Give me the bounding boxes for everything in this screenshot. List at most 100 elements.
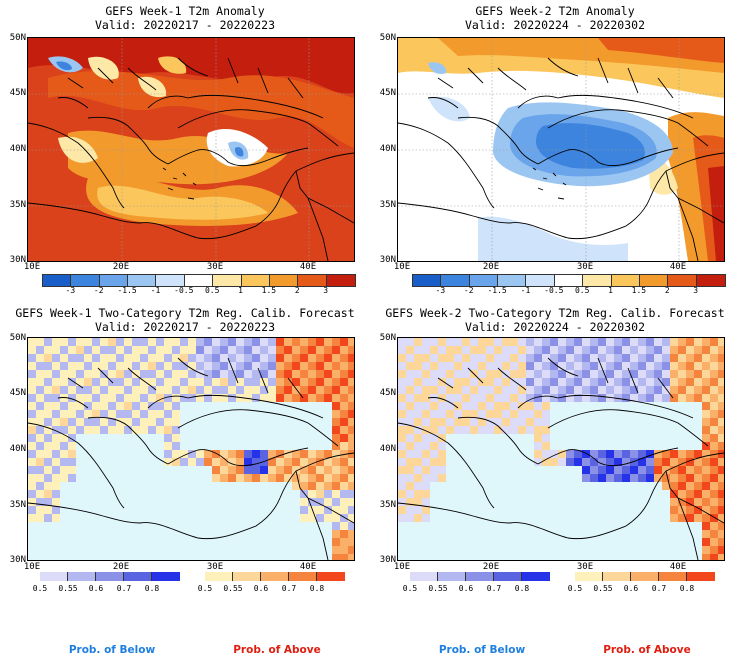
probability-cell (140, 354, 148, 362)
lat-label: 40N (9, 444, 26, 454)
probability-cell (430, 426, 438, 434)
probability-cell (622, 450, 630, 458)
probability-cell (606, 370, 614, 378)
probability-cell (606, 394, 614, 402)
probability-cell (486, 386, 494, 394)
probability-cell (276, 394, 284, 402)
probability-cell (558, 338, 566, 346)
probability-cell (486, 354, 494, 362)
probability-cell (156, 426, 164, 434)
probability-cell (108, 418, 116, 426)
probability-cell (534, 394, 542, 402)
probability-cell (526, 362, 534, 370)
probability-cell (308, 482, 316, 490)
probability-cell (670, 346, 678, 354)
probability-cell (316, 482, 324, 490)
probability-cell (324, 338, 332, 346)
probability-cell (702, 554, 710, 560)
probability-cell (180, 394, 188, 402)
probability-cell (300, 482, 308, 490)
probability-cell (300, 458, 308, 466)
colorbar-cell (441, 275, 470, 286)
probability-cell (172, 426, 180, 434)
probability-cell (36, 514, 44, 522)
probability-cell (260, 386, 268, 394)
probability-cell (196, 386, 204, 394)
probability-cell (662, 458, 670, 466)
probability-cell (164, 418, 172, 426)
probability-cell (478, 354, 486, 362)
probability-cell (284, 466, 292, 474)
probability-cell (300, 394, 308, 402)
anomaly-map (397, 37, 725, 262)
probability-cell (44, 362, 52, 370)
probability-cell (574, 362, 582, 370)
probability-cell (348, 522, 354, 530)
probability-cell (646, 466, 654, 474)
probability-cell (300, 490, 308, 498)
below-colorbar (40, 572, 180, 581)
probability-cell (108, 394, 116, 402)
probability-cell (414, 458, 422, 466)
probability-cell (406, 434, 414, 442)
probability-cell (212, 394, 220, 402)
probability-cell (340, 378, 348, 386)
probability-cell (406, 354, 414, 362)
probability-cell (36, 506, 44, 514)
probability-cell (470, 386, 478, 394)
colorbar-cell (213, 275, 242, 286)
probability-cell (414, 418, 422, 426)
probability-cell (534, 402, 542, 410)
probability-cell (702, 346, 710, 354)
probability-cell (398, 450, 406, 458)
probability-cell (268, 338, 276, 346)
probability-cell (518, 370, 526, 378)
prob-above-label: Prob. of Above (233, 644, 321, 656)
probability-cell (100, 426, 108, 434)
probability-cell (398, 370, 406, 378)
probability-cell (582, 466, 590, 474)
probability-cell (710, 490, 718, 498)
probability-cell (398, 514, 406, 522)
probability-cell (236, 346, 244, 354)
probability-cell (116, 370, 124, 378)
probability-cell (332, 370, 340, 378)
probability-cell (220, 362, 228, 370)
probability-cell (566, 346, 574, 354)
probability-cell (686, 386, 694, 394)
colorbar-tick-label: 0.6 (253, 584, 269, 593)
probability-cell (340, 386, 348, 394)
colorbar-cell (413, 275, 442, 286)
probability-cell (622, 346, 630, 354)
probability-cell (60, 370, 68, 378)
probability-cell (132, 386, 140, 394)
panel-title: GEFS Week-2 Two-Category T2m Reg. Calib.… (385, 306, 725, 320)
probability-cell (76, 354, 84, 362)
probability-cell (430, 402, 438, 410)
probability-cell (164, 410, 172, 418)
probability-cell (148, 402, 156, 410)
probability-cell (718, 466, 724, 474)
probability-cell (398, 346, 406, 354)
probability-cell (718, 402, 724, 410)
probability-cell (406, 338, 414, 346)
probability-cell (348, 354, 354, 362)
probability-cell (670, 362, 678, 370)
probability-cell (60, 474, 68, 482)
probability-cell (36, 338, 44, 346)
probability-cell (670, 394, 678, 402)
probability-cell (60, 434, 68, 442)
probability-cell (430, 474, 438, 482)
colorbar-tick-label: -3 (435, 286, 446, 295)
probability-cell (28, 434, 36, 442)
probability-cell (244, 346, 252, 354)
colorbar-cell (261, 572, 289, 581)
probability-cell (398, 434, 406, 442)
probability-cell (28, 394, 36, 402)
colorbar-tick-label: -0.5 (174, 286, 194, 295)
probability-cell (132, 346, 140, 354)
probability-cell (300, 450, 308, 458)
probability-cell (598, 338, 606, 346)
probability-cell (534, 426, 542, 434)
probability-cell (188, 458, 196, 466)
